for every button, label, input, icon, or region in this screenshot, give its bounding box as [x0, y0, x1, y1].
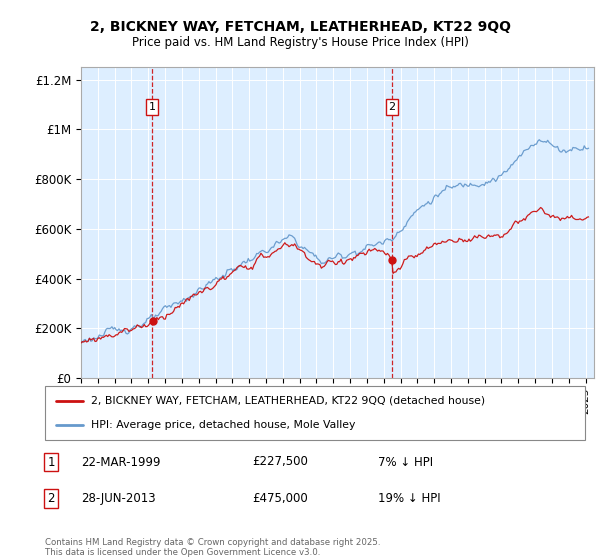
Text: Contains HM Land Registry data © Crown copyright and database right 2025.
This d: Contains HM Land Registry data © Crown c… [45, 538, 380, 557]
Text: 7% ↓ HPI: 7% ↓ HPI [378, 455, 433, 469]
Text: 2: 2 [47, 492, 55, 505]
Text: 2, BICKNEY WAY, FETCHAM, LEATHERHEAD, KT22 9QQ (detached house): 2, BICKNEY WAY, FETCHAM, LEATHERHEAD, KT… [91, 396, 485, 406]
Text: 1: 1 [47, 455, 55, 469]
Text: HPI: Average price, detached house, Mole Valley: HPI: Average price, detached house, Mole… [91, 420, 355, 430]
Text: 1: 1 [149, 102, 155, 112]
Text: 19% ↓ HPI: 19% ↓ HPI [378, 492, 440, 505]
Text: 28-JUN-2013: 28-JUN-2013 [81, 492, 155, 505]
FancyBboxPatch shape [45, 386, 585, 440]
Text: 2: 2 [388, 102, 395, 112]
Text: 22-MAR-1999: 22-MAR-1999 [81, 455, 161, 469]
Text: £475,000: £475,000 [252, 492, 308, 505]
Text: £227,500: £227,500 [252, 455, 308, 469]
Text: 2, BICKNEY WAY, FETCHAM, LEATHERHEAD, KT22 9QQ: 2, BICKNEY WAY, FETCHAM, LEATHERHEAD, KT… [89, 20, 511, 34]
Text: Price paid vs. HM Land Registry's House Price Index (HPI): Price paid vs. HM Land Registry's House … [131, 36, 469, 49]
